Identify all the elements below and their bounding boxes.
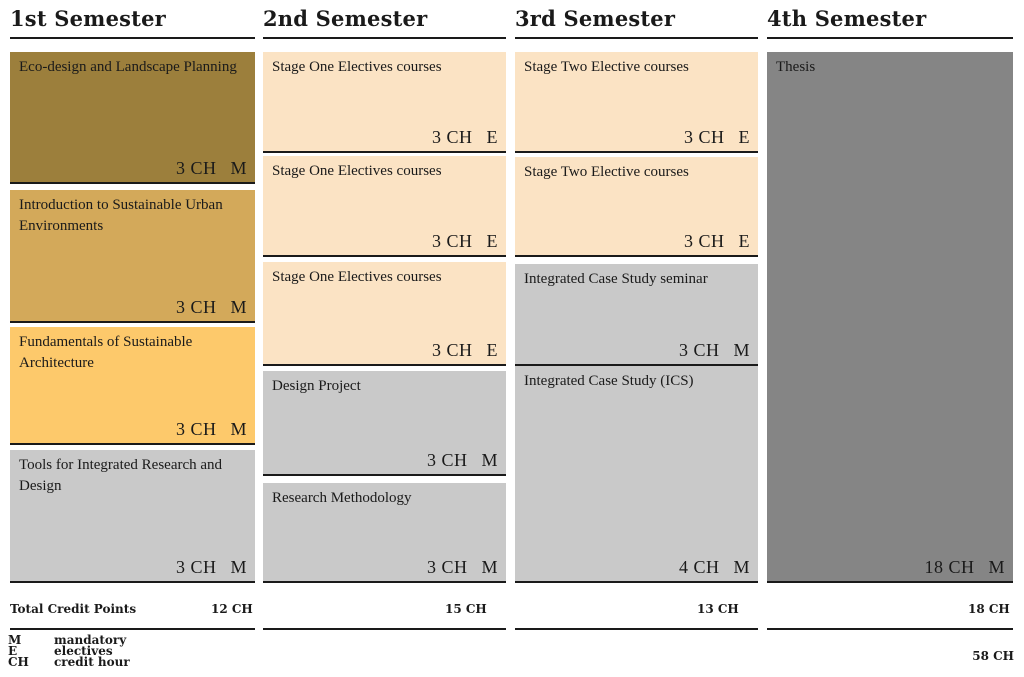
course-type: E — [486, 127, 498, 147]
course-name: Integrated Case Study seminar — [524, 271, 708, 287]
course-block: Stage One Electives courses 3 CH E — [263, 52, 506, 153]
course-credit: 3 CH M — [176, 158, 247, 179]
credit-hours: 3 CH — [426, 450, 468, 470]
credit-hours: 3 CH — [683, 231, 725, 251]
header-divider — [263, 37, 506, 39]
semester-column-4: 4th Semester Thesis 18 CH M — [767, 0, 1013, 677]
course-type: M — [230, 419, 247, 439]
credit-hours: 3 CH — [175, 419, 217, 439]
course-type: E — [486, 231, 498, 251]
course-block: Tools for Integrated Research and Design… — [10, 450, 255, 583]
semester-column-1: 1st Semester Eco-design and Landscape Pl… — [10, 0, 255, 677]
course-name: Stage Two Elective courses — [524, 59, 689, 75]
course-name: Stage One Electives courses — [272, 269, 442, 285]
course-name: Stage Two Elective courses — [524, 164, 689, 180]
course-block: Design Project 3 CH M — [263, 371, 506, 476]
course-name: Stage One Electives courses — [272, 59, 442, 75]
credit-hours: 3 CH — [175, 557, 217, 577]
legend-abbreviation: CH — [8, 655, 29, 669]
course-block: Eco-design and Landscape Planning 3 CH M — [10, 52, 255, 184]
grand-total: 58 CH — [972, 649, 1014, 663]
header-divider — [767, 37, 1013, 39]
course-block: Integrated Case Study (ICS) 4 CH M — [515, 366, 758, 583]
credit-hours: 3 CH — [175, 158, 217, 178]
course-credit: 3 CH E — [684, 127, 750, 148]
course-block: Stage One Electives courses 3 CH E — [263, 156, 506, 257]
course-type: M — [481, 450, 498, 470]
credit-hours: 3 CH — [431, 231, 473, 251]
course-block: Stage Two Elective courses 3 CH E — [515, 52, 758, 153]
total-credit-label: Total Credit Points — [10, 602, 137, 616]
course-name: Fundamentals of Sustainable Architecture — [19, 334, 193, 371]
course-credit: 3 CH E — [432, 231, 498, 252]
semester-column-2: 2nd Semester Stage One Electives courses… — [263, 0, 506, 677]
footer-divider — [10, 628, 255, 630]
legend-abbreviation: M — [8, 633, 22, 647]
legend-description: mandatory — [54, 633, 127, 647]
course-name: Introduction to Sustainable Urban Enviro… — [19, 197, 223, 234]
semester-total: 18 CH — [968, 602, 1010, 616]
course-block: Thesis 18 CH M — [767, 52, 1013, 583]
legend-description: credit hour — [54, 655, 130, 669]
credit-hours: 3 CH — [431, 127, 473, 147]
course-credit: 3 CH M — [679, 340, 750, 361]
course-type: M — [230, 557, 247, 577]
course-name: Integrated Case Study (ICS) — [524, 373, 694, 389]
course-name: Thesis — [776, 59, 816, 75]
course-credit: 3 CH M — [427, 450, 498, 471]
course-block: Stage Two Elective courses 3 CH E — [515, 157, 758, 257]
course-name: Tools for Integrated Research and Design — [19, 457, 223, 494]
course-credit: 3 CH M — [176, 557, 247, 578]
course-credit: 3 CH E — [432, 127, 498, 148]
course-type: M — [988, 557, 1005, 577]
course-type: M — [733, 557, 750, 577]
semester-total: 15 CH — [445, 602, 487, 616]
semester-total: 13 CH — [697, 602, 739, 616]
course-block: Research Methodology 3 CH M — [263, 483, 506, 583]
course-type: E — [486, 340, 498, 360]
legend-description: electives — [54, 644, 113, 658]
course-credit: 4 CH M — [679, 557, 750, 578]
course-block: Fundamentals of Sustainable Architecture… — [10, 327, 255, 445]
footer-divider — [263, 628, 506, 630]
footer-divider — [515, 628, 758, 630]
course-credit: 3 CH M — [427, 557, 498, 578]
course-name: Design Project — [272, 378, 361, 394]
legend-abbreviation: E — [8, 644, 18, 658]
credit-hours: 3 CH — [431, 340, 473, 360]
semester-title: 3rd Semester — [515, 6, 676, 31]
footer-divider — [767, 628, 1013, 630]
course-name: Stage One Electives courses — [272, 163, 442, 179]
credit-hours: 3 CH — [683, 127, 725, 147]
semester-column-3: 3rd Semester Stage Two Elective courses … — [515, 0, 758, 677]
total-credit-row: Total Credit Points 12 CH 15 CH 13 CH 18… — [10, 602, 1014, 622]
course-credit: 3 CH M — [176, 419, 247, 440]
course-credit: 18 CH M — [924, 557, 1005, 578]
credit-hours: 18 CH — [924, 557, 975, 577]
course-type: M — [230, 158, 247, 178]
course-type: M — [230, 297, 247, 317]
semester-total: 12 CH — [211, 602, 253, 616]
credit-hours: 3 CH — [175, 297, 217, 317]
header-divider — [515, 37, 758, 39]
course-type: E — [738, 127, 750, 147]
course-credit: 3 CH E — [684, 231, 750, 252]
course-block: Integrated Case Study seminar 3 CH M — [515, 264, 758, 366]
course-credit: 3 CH M — [176, 297, 247, 318]
course-credit: 3 CH E — [432, 340, 498, 361]
credit-hours: 3 CH — [678, 340, 720, 360]
course-name: Eco-design and Landscape Planning — [19, 59, 237, 75]
credit-hours: 4 CH — [678, 557, 720, 577]
header-divider — [10, 37, 255, 39]
course-type: M — [481, 557, 498, 577]
course-block: Introduction to Sustainable Urban Enviro… — [10, 190, 255, 323]
course-type: M — [733, 340, 750, 360]
course-block: Stage One Electives courses 3 CH E — [263, 262, 506, 366]
course-type: E — [738, 231, 750, 251]
semester-title: 1st Semester — [10, 6, 166, 31]
semester-title: 2nd Semester — [263, 6, 428, 31]
credit-hours: 3 CH — [426, 557, 468, 577]
semester-title: 4th Semester — [767, 6, 927, 31]
course-name: Research Methodology — [272, 490, 412, 506]
